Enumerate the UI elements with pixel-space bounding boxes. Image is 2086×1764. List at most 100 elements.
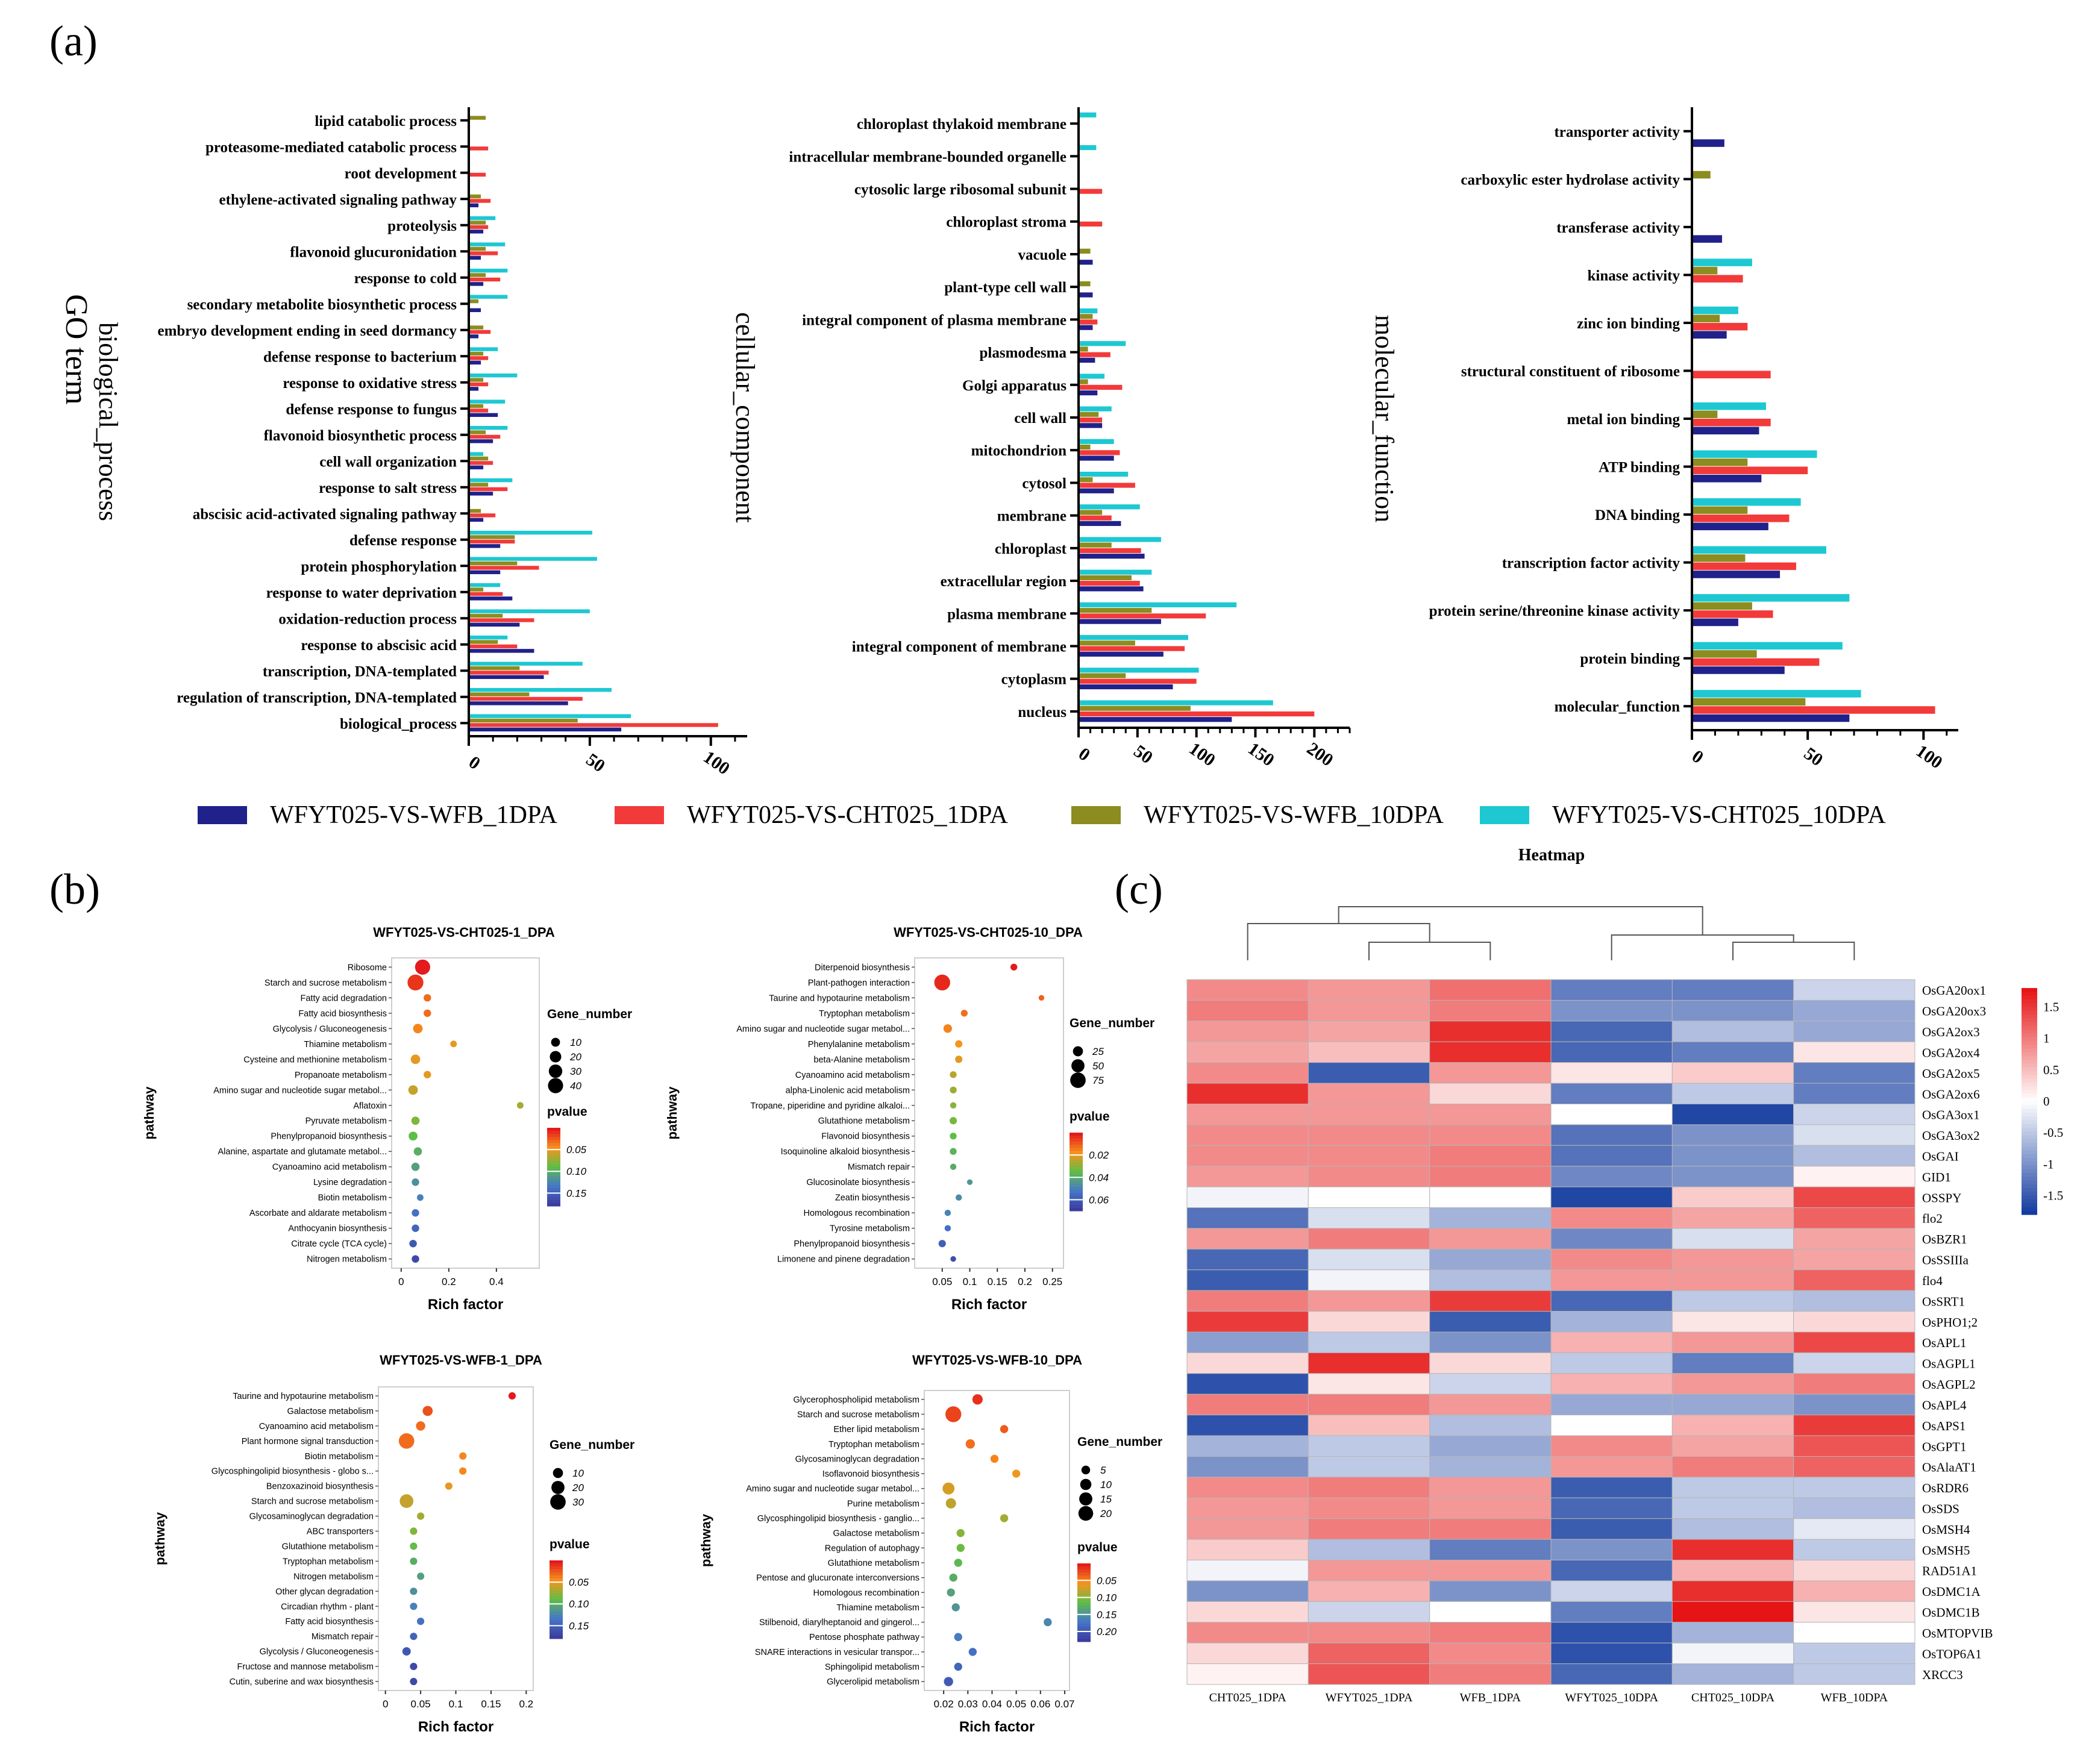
- bubble: [412, 1178, 419, 1186]
- heatmap-cell: [1429, 1124, 1552, 1146]
- bar: [1080, 112, 1097, 117]
- heatmap-cell: [1308, 1186, 1430, 1209]
- heatmap-cell: [1671, 1248, 1794, 1271]
- heatmap-cell: [1429, 1642, 1552, 1665]
- bar: [1080, 423, 1103, 428]
- colorbar-segment: [2022, 1097, 2037, 1102]
- colorbar-segment: [547, 1200, 560, 1204]
- plot-frame: [914, 957, 1064, 1269]
- heatmap-cell: [1308, 1435, 1430, 1457]
- bubble: [410, 1527, 418, 1535]
- pathway-label: Amino sugar and nucleotide sugar metabol…: [736, 1024, 910, 1034]
- colorbar-tick-label: 0.05: [569, 1577, 589, 1588]
- bar: [1080, 418, 1103, 423]
- bubble: [412, 1224, 419, 1232]
- pathway-label: Biotin metabolism: [305, 1452, 374, 1462]
- pathway-row: Cysteine and methionine metabolism: [243, 1054, 421, 1065]
- pathway-row: Starch and sucrose metabolism: [797, 1406, 962, 1422]
- heatmap-row: OsSDS: [1186, 1497, 1959, 1519]
- colorbar-segment: [547, 1164, 560, 1168]
- bar: [470, 230, 484, 234]
- pathway-label: Glycerophospholipid metabolism: [793, 1395, 919, 1405]
- bar: [1693, 498, 1801, 506]
- heatmap-cell: [1186, 1518, 1309, 1540]
- pathway-row: Plant hormone signal transduction: [242, 1433, 415, 1449]
- go-category-row: flavonoid biosynthetic process: [264, 425, 508, 444]
- y-axis-title: pathway: [665, 1086, 680, 1140]
- bar: [1080, 379, 1088, 384]
- colorbar-tick-label: 0.5: [2043, 1063, 2059, 1077]
- colorbar-segment: [2022, 1101, 2037, 1106]
- heatmap-cell: [1671, 1269, 1794, 1291]
- heatmap-cell: [1186, 1539, 1309, 1561]
- pathway-label: Taurine and hypotaurine metabolism: [769, 993, 910, 1003]
- heatmap-cell: [1186, 1083, 1309, 1104]
- colorbar-segment: [1077, 1609, 1091, 1612]
- bar: [470, 561, 518, 566]
- go-category-row: plant-type cell wall: [944, 280, 1093, 298]
- colorbar-segment: [2022, 1112, 2037, 1117]
- pathway-label: Phenylalanine metabolism: [808, 1040, 910, 1049]
- heatmap-row-label: OsPHO1;2: [1922, 1315, 1978, 1330]
- heatmap-cell: [1550, 999, 1673, 1022]
- bar: [1080, 325, 1093, 330]
- colorbar-segment: [1077, 1615, 1091, 1618]
- colorbar-segment: [1077, 1639, 1091, 1642]
- heatmap-cell: [1308, 1166, 1430, 1187]
- category-label: defense response to fungus: [286, 401, 457, 418]
- dendrogram-branch: [1611, 934, 1794, 960]
- heatmap-row-label: OsGA3ox1: [1922, 1108, 1980, 1122]
- bubble: [424, 1071, 431, 1078]
- heatmap-cell: [1429, 1166, 1552, 1187]
- size-legend: Gene_number 10 20 30: [550, 1438, 634, 1510]
- go-category-row: integral component of membrane: [852, 635, 1188, 657]
- go-category-row: transporter activity: [1554, 124, 1724, 147]
- kegg-title: WFYT025-VS-WFB-10_DPA: [912, 1353, 1082, 1368]
- colorbar-segment: [2022, 1199, 2037, 1204]
- bar: [470, 356, 489, 360]
- heatmap-row: flo4: [1186, 1269, 1943, 1291]
- bar: [1080, 357, 1095, 363]
- go-category-row: embryo development ending in seed dorman…: [157, 323, 491, 339]
- x-tick-label: 0.1: [449, 1698, 463, 1710]
- heatmap-cell: [1550, 1021, 1673, 1042]
- x-tick-label: 0.05: [932, 1276, 952, 1287]
- heatmap-cell: [1793, 1601, 1915, 1623]
- category-label: defense response to bacterium: [263, 349, 457, 365]
- pathway-row: Limonene and pinene degradation: [777, 1255, 956, 1265]
- heatmap-row: OsGA2ox5: [1186, 1062, 1980, 1084]
- pathway-row: Fructose and mannose metabolism: [237, 1662, 418, 1672]
- pathway-label: Thiamine metabolism: [304, 1040, 387, 1049]
- pathway-label: Galactose metabolism: [287, 1407, 374, 1416]
- x-tick-label: 150: [1244, 739, 1278, 771]
- bubble: [459, 1467, 467, 1475]
- colorbar-segment: [2022, 1192, 2037, 1196]
- bar: [1080, 640, 1135, 646]
- bubble: [950, 1163, 957, 1170]
- bubble: [410, 1662, 418, 1671]
- bar: [1080, 319, 1098, 325]
- bubble: [445, 1482, 453, 1490]
- pathway-label: Phenylpropanoid biosynthesis: [271, 1132, 387, 1142]
- bar: [1693, 522, 1768, 531]
- heatmap-cell: [1793, 1311, 1915, 1333]
- colorbar-segment: [2022, 1007, 2037, 1012]
- colorbar-segment: [2022, 1093, 2037, 1098]
- x-tick-label: 0.05: [1006, 1698, 1026, 1710]
- colorbar-segment: [550, 1627, 563, 1630]
- colorbar-segment: [2022, 1158, 2037, 1162]
- category-label: transcription factor activity: [1502, 555, 1680, 572]
- heatmap-row: flo2: [1186, 1207, 1943, 1229]
- colorbar-segment: [2022, 1169, 2037, 1174]
- size-legend: Gene_number 10 20 30 40: [547, 1007, 632, 1093]
- bar: [1080, 504, 1140, 510]
- heatmap-row-label: OsAGPL1: [1922, 1357, 1976, 1371]
- bar: [1693, 475, 1762, 483]
- heatmap-cell: [1186, 979, 1309, 1001]
- category-label: abscisic acid-activated signaling pathwa…: [193, 506, 457, 522]
- heatmap-cell: [1186, 1103, 1309, 1125]
- go-category-row: protein binding: [1580, 642, 1843, 674]
- x-tick-label: 0: [465, 752, 484, 774]
- heatmap-row-label: OsAlaAT1: [1922, 1460, 1976, 1475]
- category-label: cytosol: [1022, 475, 1066, 492]
